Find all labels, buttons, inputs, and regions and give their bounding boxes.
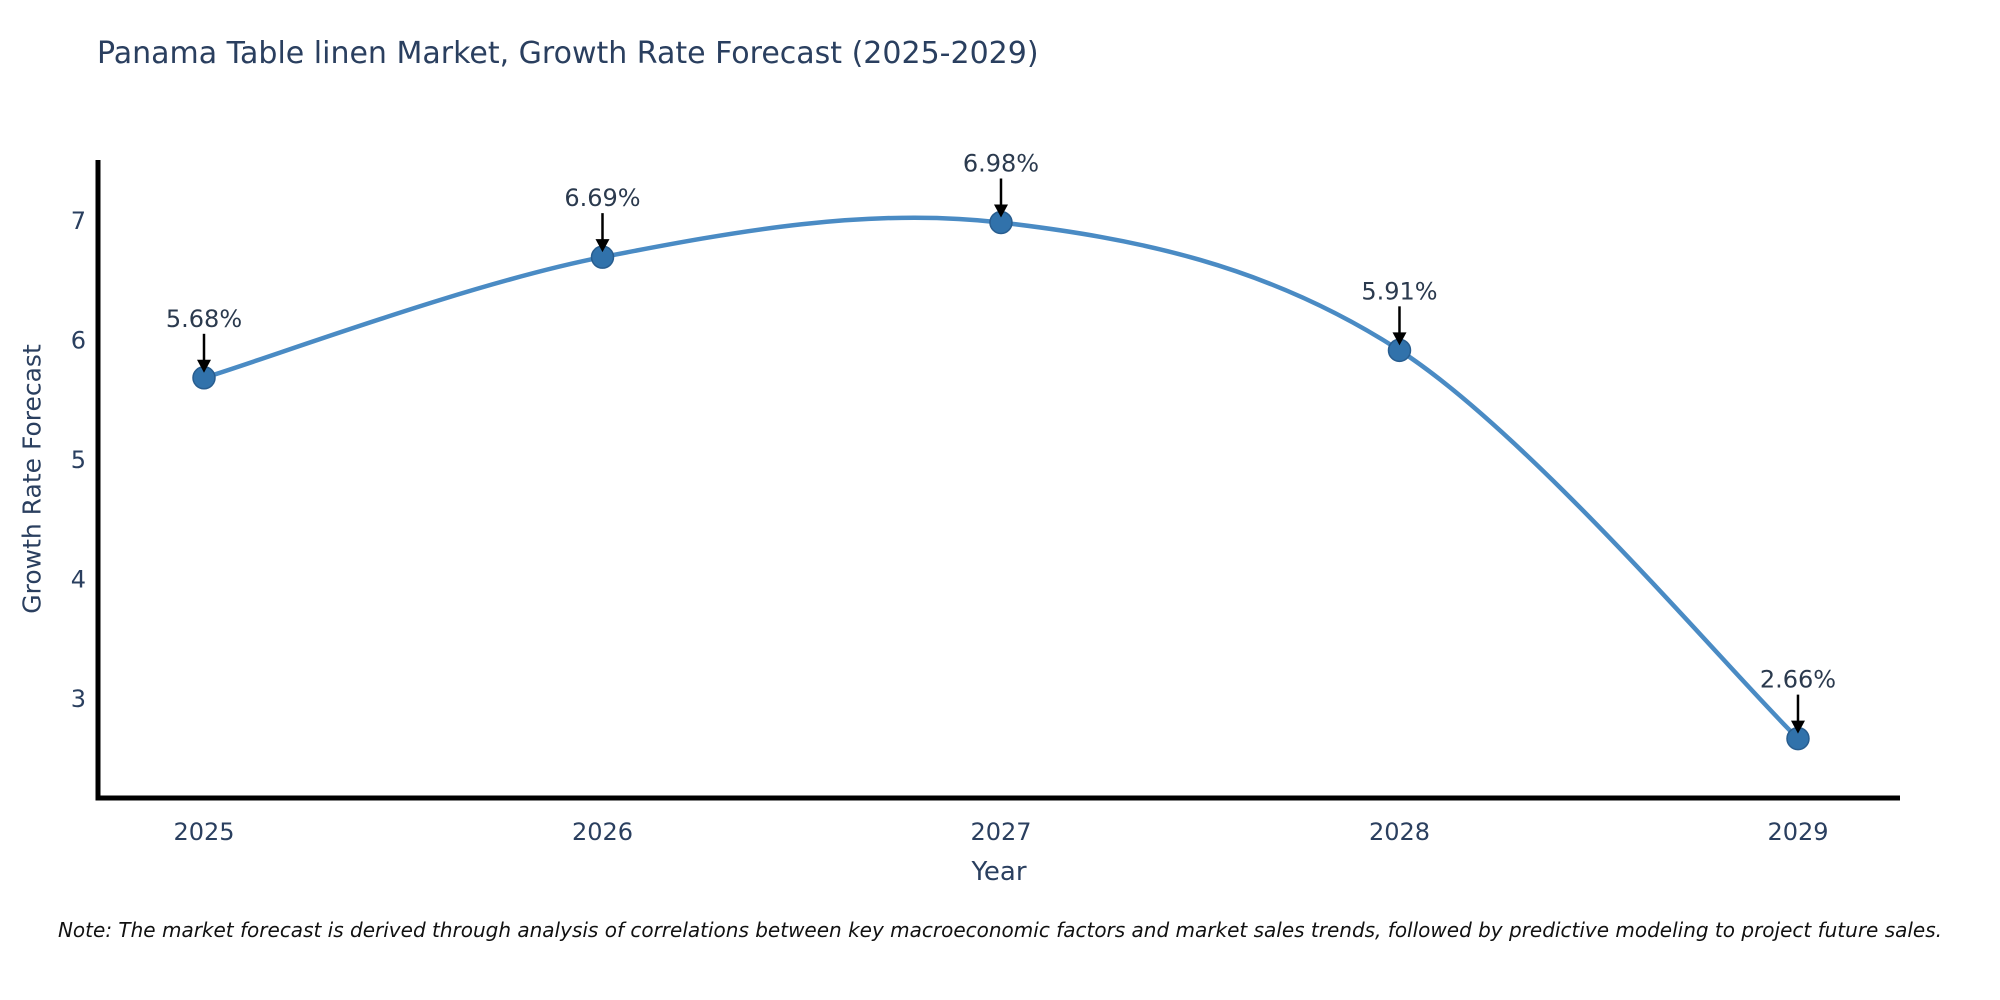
x-tick-label: 2025 [173,818,234,846]
y-tick-label: 6 [71,327,86,355]
annotation-arrowhead [595,239,610,253]
annotation-label: 2.66% [1760,666,1836,694]
y-tick-label: 5 [71,446,86,474]
y-axis-title: Growth Rate Forecast [17,344,47,614]
x-axis-title: Year [971,857,1027,887]
annotation-arrowhead [1392,332,1407,346]
trend-line [201,215,1801,741]
x-tick-label: 2029 [1767,818,1828,846]
annotation-label: 6.98% [963,149,1039,177]
annotation-label: 5.91% [1361,277,1437,305]
axis-spines [95,160,1900,801]
annotation-label: 6.69% [564,184,640,212]
y-tick-label: 7 [71,207,86,235]
y-tick-label: 4 [71,566,86,594]
chart-title: Panama Table linen Market, Growth Rate F… [97,36,1039,71]
x-tick-label: 2026 [572,818,633,846]
y-tick-label: 3 [71,685,86,713]
annotation-arrowhead [993,204,1008,218]
annotation-arrowhead [1790,720,1805,734]
annotation-label: 5.68% [166,305,242,333]
x-tick-label: 2027 [970,818,1031,846]
annotation-arrowhead [197,359,211,373]
x-tick-label: 2028 [1369,818,1430,846]
note-text: Note: The market forecast is derived thr… [57,918,1943,942]
